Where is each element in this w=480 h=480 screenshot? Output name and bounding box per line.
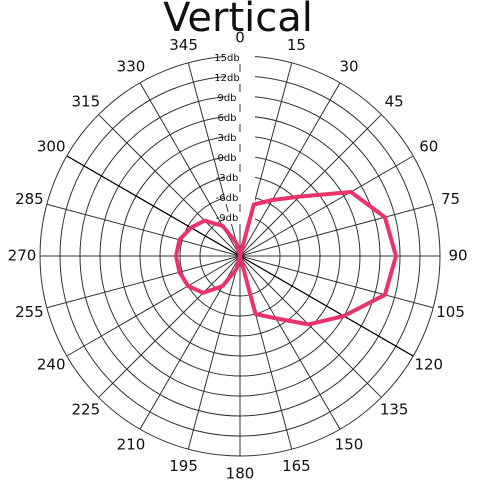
angle-label: 45 bbox=[385, 92, 404, 110]
angle-label: 285 bbox=[15, 190, 44, 208]
angle-label: 210 bbox=[117, 435, 146, 453]
grid-spoke bbox=[239, 155, 414, 257]
chart-title: Vertical bbox=[163, 0, 313, 41]
angle-label: 180 bbox=[226, 465, 255, 480]
angle-label: 90 bbox=[448, 247, 467, 265]
grid-spoke bbox=[98, 255, 241, 398]
grid-spoke bbox=[239, 255, 341, 430]
angle-label: 75 bbox=[441, 190, 460, 208]
label-bg bbox=[225, 72, 255, 84]
grid-spoke bbox=[66, 255, 241, 357]
label-bg bbox=[225, 92, 255, 104]
label-bg bbox=[225, 132, 255, 144]
radial-label: 15db bbox=[214, 53, 239, 64]
angle-label: 120 bbox=[414, 356, 443, 374]
radial-label: 3db bbox=[217, 133, 236, 144]
label-bg bbox=[225, 192, 255, 204]
radial-label: 12db bbox=[214, 73, 239, 84]
angle-label: 105 bbox=[436, 303, 465, 321]
radial-label: -3db bbox=[216, 173, 239, 184]
radial-label: -6db bbox=[216, 193, 239, 204]
label-bg bbox=[225, 112, 255, 124]
grid-spoke bbox=[46, 255, 241, 309]
angle-label: 300 bbox=[37, 138, 66, 156]
grid-spoke bbox=[239, 114, 382, 257]
radial-label: 0db bbox=[217, 153, 236, 164]
radial-label: 6db bbox=[217, 113, 236, 124]
angle-label: 30 bbox=[339, 58, 358, 76]
angle-label: 165 bbox=[282, 457, 311, 475]
angle-label: 255 bbox=[15, 303, 44, 321]
radial-label: 9db bbox=[217, 93, 236, 104]
grid-spoke bbox=[187, 255, 241, 450]
angle-label: 15 bbox=[287, 36, 306, 54]
radial-label: -9db bbox=[216, 213, 239, 224]
grid-spoke bbox=[98, 114, 241, 257]
angle-label: 270 bbox=[8, 247, 37, 265]
grid-spoke bbox=[239, 82, 341, 257]
grid-spoke bbox=[239, 255, 382, 398]
grid-spoke bbox=[239, 255, 434, 309]
angle-label: 240 bbox=[37, 356, 66, 374]
angle-label: 0 bbox=[235, 29, 245, 47]
label-bg bbox=[225, 152, 255, 164]
angle-label: 315 bbox=[72, 92, 101, 110]
label-bg bbox=[225, 172, 255, 184]
angle-label: 135 bbox=[380, 401, 409, 419]
angle-label: 345 bbox=[169, 36, 198, 54]
pattern-line bbox=[174, 190, 398, 327]
angle-label: 150 bbox=[335, 435, 364, 453]
grid-spoke bbox=[239, 203, 434, 257]
angle-label: 195 bbox=[169, 457, 198, 475]
angle-label: 225 bbox=[72, 401, 101, 419]
angle-label: 60 bbox=[419, 138, 438, 156]
label-bg bbox=[225, 52, 255, 64]
grid-spoke bbox=[46, 203, 241, 257]
angle-label: 330 bbox=[117, 58, 146, 76]
